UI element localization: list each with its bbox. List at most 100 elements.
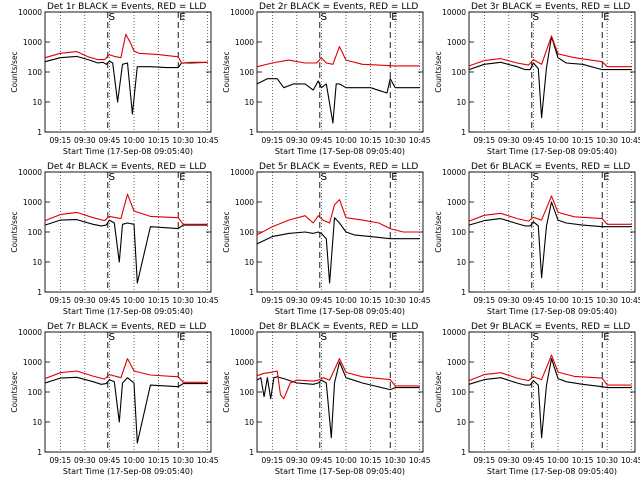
x-tick-label: 10:45 bbox=[621, 296, 640, 305]
x-tick-label: 09:15 bbox=[261, 456, 283, 465]
x-tick-label: 09:15 bbox=[49, 456, 71, 465]
x-tick-label: 10:30 bbox=[596, 136, 618, 145]
y-tick-label: 1 bbox=[249, 128, 254, 137]
x-tick-label: 09:30 bbox=[498, 296, 520, 305]
y-tick-label: 10000 bbox=[442, 168, 466, 177]
x-tick-label: 10:30 bbox=[384, 296, 406, 305]
x-axis-label: Start Time (17-Sep-08 09:05:40) bbox=[487, 147, 617, 156]
y-tick-label: 10000 bbox=[230, 328, 254, 337]
x-axis-label: Start Time (17-Sep-08 09:05:40) bbox=[275, 307, 405, 316]
series-lld-line bbox=[44, 33, 208, 64]
series-events-line bbox=[44, 376, 208, 444]
x-tick-label: 10:15 bbox=[360, 296, 382, 305]
y-tick-label: 10 bbox=[456, 98, 466, 107]
y-tick-label: 1 bbox=[461, 288, 466, 297]
marker-label: E bbox=[179, 172, 185, 183]
panel-title: Det 1r BLACK = Events, RED = LLD bbox=[47, 2, 206, 12]
plot-frame bbox=[44, 331, 212, 453]
x-tick-label: 10:00 bbox=[335, 136, 357, 145]
y-tick-label: 100 bbox=[240, 228, 255, 237]
x-tick-label: 09:45 bbox=[523, 296, 545, 305]
y-tick-label: 1 bbox=[249, 288, 254, 297]
y-tick-label: 1000 bbox=[235, 358, 254, 367]
x-tick-label: 10:30 bbox=[172, 136, 194, 145]
y-tick-label: 10000 bbox=[230, 8, 254, 17]
x-tick-label: 09:15 bbox=[261, 296, 283, 305]
y-tick-label: 10 bbox=[456, 258, 466, 267]
panel-title: Det 6r BLACK = Events, RED = LLD bbox=[471, 162, 630, 172]
marker-label: S bbox=[109, 172, 115, 183]
marker-label: E bbox=[603, 12, 609, 23]
x-tick-label: 10:15 bbox=[148, 456, 170, 465]
x-tick-label: 09:30 bbox=[74, 136, 96, 145]
x-tick-label: 09:30 bbox=[498, 456, 520, 465]
series-events-line bbox=[256, 78, 420, 124]
y-axis-label: Counts/sec bbox=[222, 371, 231, 412]
marker-label: E bbox=[179, 12, 185, 23]
panel-title: Det 2r BLACK = Events, RED = LLD bbox=[259, 2, 418, 12]
marker-label: S bbox=[321, 332, 327, 343]
x-tick-label: 09:45 bbox=[99, 296, 121, 305]
y-tick-label: 10000 bbox=[442, 328, 466, 337]
marker-label: E bbox=[391, 12, 397, 23]
y-axis-label: Counts/sec bbox=[434, 371, 443, 412]
x-tick-label: 10:15 bbox=[360, 136, 382, 145]
series-events-line bbox=[256, 217, 420, 284]
panel-title: Det 3r BLACK = Events, RED = LLD bbox=[471, 2, 630, 12]
x-tick-label: 10:30 bbox=[172, 456, 194, 465]
y-tick-label: 1 bbox=[37, 128, 42, 137]
y-tick-label: 10 bbox=[32, 98, 42, 107]
y-axis-label: Counts/sec bbox=[10, 211, 19, 252]
y-tick-label: 100 bbox=[452, 228, 467, 237]
x-axis-label: Start Time (17-Sep-08 09:05:40) bbox=[63, 307, 193, 316]
y-tick-label: 1 bbox=[249, 448, 254, 457]
y-tick-label: 1000 bbox=[447, 38, 466, 47]
x-tick-label: 10:00 bbox=[335, 456, 357, 465]
series-lld-line bbox=[468, 35, 632, 68]
x-tick-label: 10:30 bbox=[384, 136, 406, 145]
y-axis-label: Counts/sec bbox=[10, 371, 19, 412]
x-tick-label: 10:00 bbox=[335, 296, 357, 305]
x-tick-label: 10:15 bbox=[148, 136, 170, 145]
marker-label: E bbox=[603, 332, 609, 343]
plot-frame bbox=[468, 11, 636, 133]
y-tick-label: 10000 bbox=[18, 168, 42, 177]
y-tick-label: 10000 bbox=[18, 8, 42, 17]
x-tick-label: 10:00 bbox=[547, 136, 569, 145]
x-tick-label: 10:00 bbox=[123, 296, 145, 305]
y-tick-label: 100 bbox=[28, 68, 43, 77]
series-lld-line bbox=[256, 199, 420, 236]
y-tick-label: 10000 bbox=[230, 168, 254, 177]
marker-label: E bbox=[391, 332, 397, 343]
x-tick-label: 09:30 bbox=[74, 456, 96, 465]
x-tick-label: 10:45 bbox=[197, 296, 219, 305]
marker-label: S bbox=[109, 12, 115, 23]
plot-frame bbox=[468, 171, 636, 293]
x-tick-label: 10:00 bbox=[123, 136, 145, 145]
series-events-line bbox=[468, 201, 632, 279]
y-tick-label: 100 bbox=[240, 68, 255, 77]
x-tick-label: 10:15 bbox=[360, 456, 382, 465]
series-lld-line bbox=[44, 358, 208, 383]
plot-frame bbox=[468, 331, 636, 453]
x-tick-label: 09:15 bbox=[261, 136, 283, 145]
x-tick-label: 10:45 bbox=[409, 136, 431, 145]
x-tick-label: 10:30 bbox=[172, 296, 194, 305]
y-axis-label: Counts/sec bbox=[434, 51, 443, 92]
y-axis-label: Counts/sec bbox=[10, 51, 19, 92]
x-tick-label: 09:30 bbox=[286, 296, 308, 305]
x-tick-label: 10:00 bbox=[123, 456, 145, 465]
x-tick-label: 09:45 bbox=[311, 136, 333, 145]
x-tick-label: 09:45 bbox=[311, 456, 333, 465]
x-tick-label: 09:15 bbox=[49, 296, 71, 305]
panel-title: Det 8r BLACK = Events, RED = LLD bbox=[259, 322, 418, 332]
panel-title: Det 9r BLACK = Events, RED = LLD bbox=[471, 322, 630, 332]
series-lld-line bbox=[256, 46, 420, 68]
x-tick-label: 09:15 bbox=[473, 456, 495, 465]
plot-frame bbox=[44, 171, 212, 293]
y-tick-label: 1000 bbox=[23, 198, 42, 207]
x-tick-label: 10:30 bbox=[384, 456, 406, 465]
x-tick-label: 09:45 bbox=[311, 296, 333, 305]
panel-title: Det 5r BLACK = Events, RED = LLD bbox=[259, 162, 418, 172]
